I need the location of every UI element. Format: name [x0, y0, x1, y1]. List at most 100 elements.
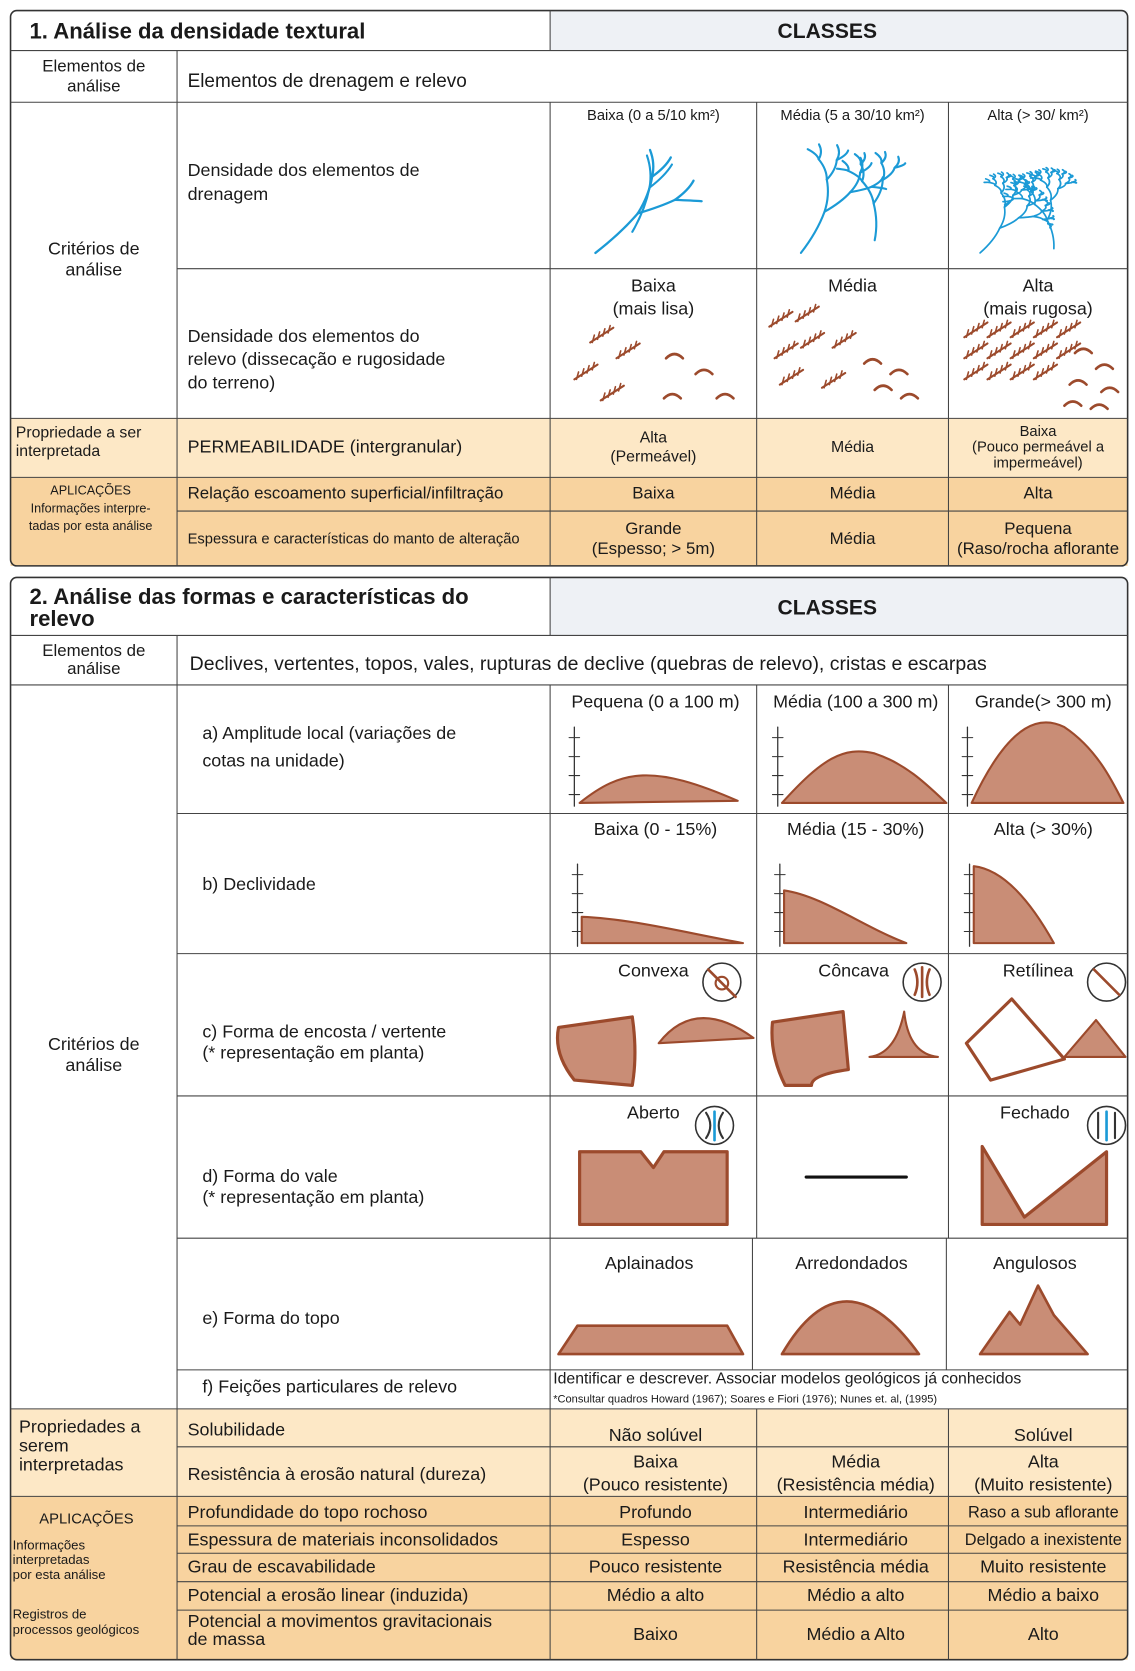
relief-mark — [1041, 369, 1043, 376]
relief-mark — [891, 370, 908, 374]
relief-mark — [977, 345, 979, 352]
relief-mark — [1005, 341, 1007, 348]
drainage-line — [652, 157, 671, 176]
relief-mark — [1064, 348, 1066, 355]
cell-text: Média — [831, 439, 874, 456]
cell-text: b) Declividade — [202, 874, 316, 894]
cell-text: Médio a alto — [807, 1585, 905, 1605]
drainage-line — [837, 169, 848, 171]
relief-mark — [1018, 348, 1020, 355]
cell-text: Médio a alto — [607, 1585, 705, 1605]
drainage-line — [801, 212, 825, 253]
relief-mark — [1036, 351, 1038, 358]
drainage-line — [1041, 180, 1047, 187]
relief-mark — [808, 308, 810, 315]
relief-mark — [875, 386, 892, 390]
cell-text: a) Amplitude local (variações de — [202, 723, 456, 743]
cell-text: Grau de escavabilidade — [188, 1557, 376, 1577]
drainage-line — [1033, 211, 1041, 216]
relief-mark — [608, 390, 610, 397]
relief-mark — [966, 372, 968, 379]
cell-text: Arredondados — [795, 1253, 908, 1273]
cell-text: Baixo — [633, 1624, 678, 1644]
cell-text: Aplainados — [605, 1253, 694, 1273]
cell-text: (* representação em planta) — [202, 1187, 424, 1207]
relief-mark — [598, 332, 600, 339]
relief-mark — [603, 393, 605, 400]
relief-mark — [1070, 380, 1087, 384]
cell-text: Identificar e descrever. Associar modelo… — [553, 1371, 1021, 1388]
cell-text: análise — [65, 1055, 122, 1075]
drainage-line — [647, 155, 651, 187]
drainage-line — [825, 180, 828, 212]
relief-mark — [613, 387, 615, 394]
drainage-line — [1049, 218, 1054, 219]
cell-text: Alta — [640, 430, 667, 447]
cell-text: Solúvel — [1014, 1425, 1073, 1445]
cell-text: análise — [67, 76, 120, 95]
illustration — [557, 1017, 634, 1085]
relief-mark — [1029, 320, 1031, 327]
drainage-line — [1000, 207, 1005, 228]
cell-text: Pouco resistente — [589, 1557, 722, 1577]
relief-mark — [966, 330, 968, 337]
relief-mark — [1029, 362, 1031, 369]
cell-text: Média — [830, 484, 877, 503]
cell-text: Muito resistente — [980, 1557, 1106, 1577]
cell-text: (mais lisa) — [613, 299, 695, 319]
relief-mark — [624, 348, 626, 355]
cell-text: c) Forma de encosta / vertente — [202, 1021, 446, 1041]
relief-mark — [1036, 372, 1038, 379]
cell-text: Elementos de — [42, 56, 145, 75]
drainage-line — [876, 153, 882, 163]
relief-mark — [1064, 327, 1066, 334]
relief-mark — [977, 324, 979, 331]
cell-text: serem — [19, 1436, 69, 1456]
relief-mark — [787, 374, 789, 381]
relief-mark — [972, 348, 974, 355]
relief-mark — [901, 394, 918, 398]
relief-mark — [808, 337, 810, 344]
cell-text: cotas na unidade) — [202, 751, 344, 771]
cell-text: Propriedades a — [19, 1417, 140, 1437]
relief-mark — [840, 337, 842, 344]
drainage-line — [595, 213, 637, 253]
cell-text: Pequena — [1004, 519, 1072, 538]
relief-mark — [696, 370, 713, 374]
relief-mark — [1070, 345, 1072, 352]
cell-bg — [11, 1409, 1128, 1496]
cell-text: impermeável) — [993, 456, 1082, 472]
cell-text: (Espesso; > 5m) — [592, 539, 715, 558]
relief-mark — [582, 369, 584, 376]
cell-text: Retílinea — [1003, 960, 1074, 980]
relief-mark — [845, 334, 847, 341]
cell-text: Média — [831, 1451, 880, 1471]
cell-text: análise — [65, 260, 122, 280]
relief-mark — [990, 330, 992, 337]
drainage-line — [808, 149, 819, 159]
cell-text: Critérios de — [48, 1034, 140, 1054]
illustration — [772, 1012, 848, 1086]
cell-text: Elementos de — [42, 641, 145, 660]
cell-text: Espesso — [621, 1529, 690, 1549]
cell-text: PERMEABILIDADE (intergranular) — [188, 437, 463, 457]
cell-text: tadas por esta análise — [29, 519, 153, 533]
cell-text: Registros de — [13, 1606, 87, 1621]
relief-mark — [619, 384, 621, 391]
drainage-line — [855, 154, 861, 164]
cell-text: e) Forma do topo — [202, 1308, 339, 1328]
relief-mark — [1070, 324, 1072, 331]
relief-mark — [664, 394, 681, 398]
cell-text: Alta (> 30%) — [994, 819, 1093, 839]
cell-text: Delgado a inexistente — [965, 1531, 1122, 1549]
relief-mark — [1013, 372, 1015, 379]
relief-mark — [982, 320, 984, 327]
cell-text: Grande — [625, 519, 681, 538]
relief-mark — [1005, 362, 1007, 369]
relief-mark — [1000, 366, 1002, 373]
relief-mark — [1091, 405, 1108, 409]
cell-text: Intermediário — [803, 1502, 908, 1522]
relief-mark — [835, 340, 837, 347]
relief-mark — [977, 366, 979, 373]
illustration — [869, 1012, 938, 1057]
